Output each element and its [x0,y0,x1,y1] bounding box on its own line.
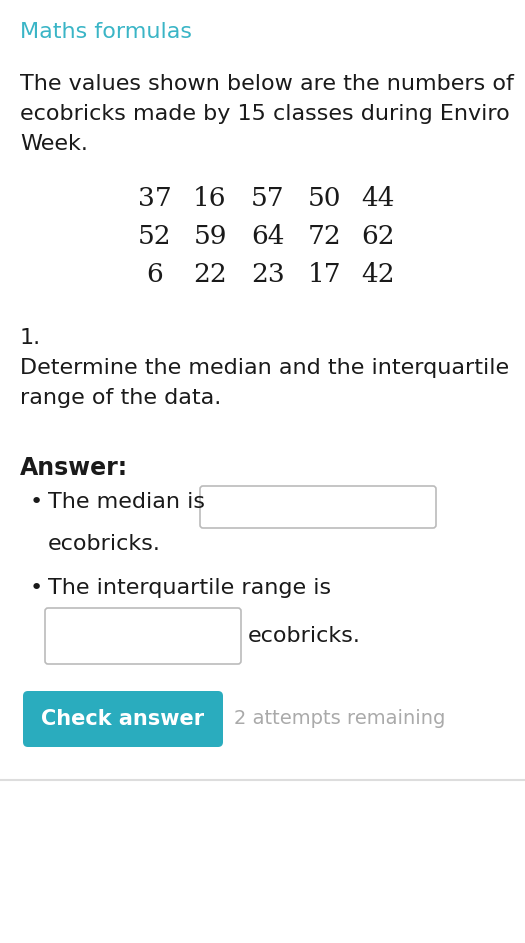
Text: The interquartile range is: The interquartile range is [48,578,331,598]
Text: 59: 59 [193,224,227,249]
FancyBboxPatch shape [23,691,223,747]
Text: Determine the median and the interquartile: Determine the median and the interquarti… [20,358,509,378]
Text: ecobricks.: ecobricks. [48,534,161,554]
Text: 6: 6 [146,262,163,287]
Text: 44: 44 [361,186,395,211]
Text: Check answer: Check answer [41,709,205,729]
Text: •: • [30,578,43,598]
Text: 23: 23 [251,262,285,287]
Text: 52: 52 [138,224,172,249]
Text: ecobricks.: ecobricks. [248,626,361,646]
Text: 57: 57 [251,186,285,211]
Text: 2 attempts remaining: 2 attempts remaining [234,709,445,729]
Text: 62: 62 [361,224,395,249]
Text: 64: 64 [251,224,285,249]
Text: range of the data.: range of the data. [20,388,221,408]
Text: 37: 37 [138,186,172,211]
Text: 50: 50 [308,186,342,211]
Text: Answer:: Answer: [20,456,128,480]
Text: 42: 42 [361,262,395,287]
Text: 1.: 1. [20,328,41,348]
Text: Maths formulas: Maths formulas [20,22,192,42]
FancyBboxPatch shape [45,608,241,664]
Text: Week.: Week. [20,134,88,154]
Text: 22: 22 [193,262,227,287]
Text: ecobricks made by 15 classes during Enviro: ecobricks made by 15 classes during Envi… [20,104,510,124]
Text: 17: 17 [308,262,342,287]
Text: •: • [30,492,43,512]
Text: 16: 16 [193,186,227,211]
Text: The values shown below are the numbers of: The values shown below are the numbers o… [20,74,514,94]
Text: 72: 72 [308,224,342,249]
FancyBboxPatch shape [200,486,436,528]
Text: The median is: The median is [48,492,205,512]
